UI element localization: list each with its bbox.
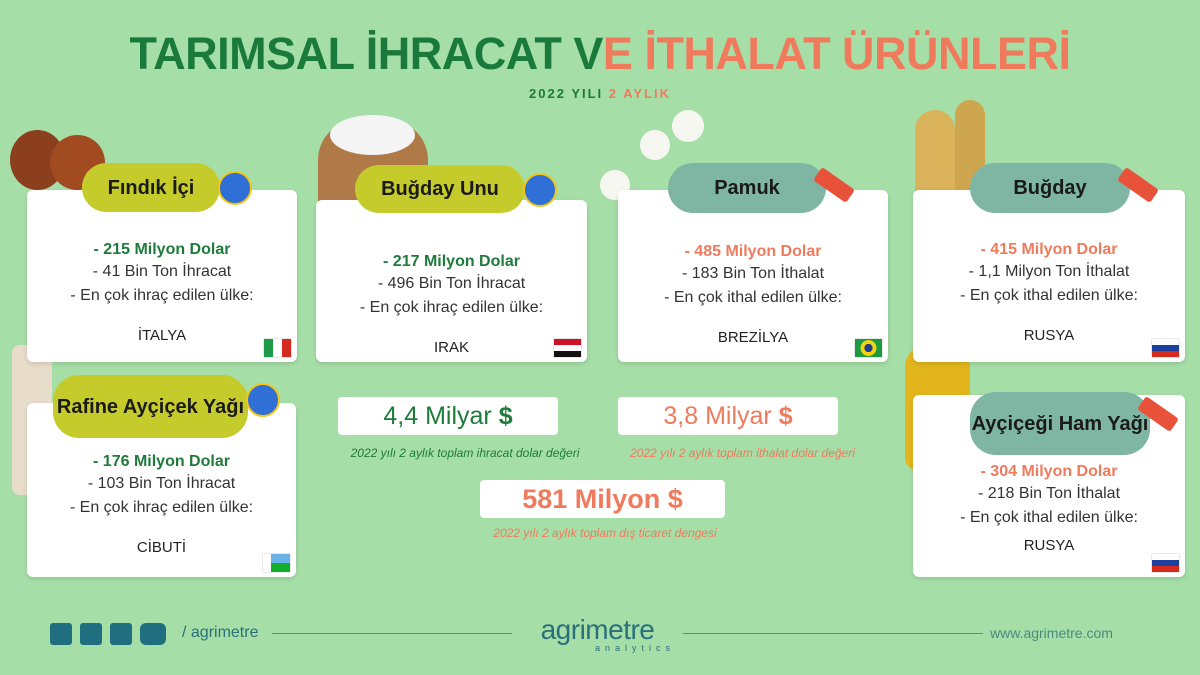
country: RUSYA <box>1023 327 1075 344</box>
total-caption: 2022 yılı 2 aylık toplam ihracat dolar d… <box>350 446 580 460</box>
product-name: Fındık İçi <box>82 163 220 212</box>
total-amount: 4,4 Milyar <box>383 402 492 430</box>
linkedin-icon[interactable] <box>110 623 132 645</box>
export-value: - 304 Milyon Dolar <box>980 463 1118 480</box>
youtube-icon[interactable] <box>140 623 166 645</box>
title-export: TARIMSAL İHRACAT V <box>129 28 603 79</box>
website: www.agrimetre.com <box>990 625 1113 641</box>
country: RUSYA <box>1023 537 1075 554</box>
quantity: - 103 Bin Ton İhracat <box>87 475 236 492</box>
country: BREZİLYA <box>717 329 789 346</box>
product-card: - 415 Milyon Dolar - 1,1 Milyon Ton İthal… <box>913 190 1185 362</box>
flag <box>263 554 290 572</box>
total-currency: $ <box>667 484 683 514</box>
quantity: - 183 Bin Ton İthalat <box>681 265 825 282</box>
product-card: - 485 Milyon Dolar - 183 Bin Ton İthalat -… <box>618 190 888 362</box>
product-name: Rafine Ayçiçek Yağı <box>53 375 248 438</box>
subtitle-period: 2 AYLIK <box>608 86 671 101</box>
flag <box>855 339 882 357</box>
export-value: - 485 Milyon Dolar <box>684 243 822 260</box>
twitter-icon[interactable] <box>80 623 102 645</box>
check-icon <box>218 171 252 205</box>
flag <box>554 339 581 357</box>
cotton-image <box>640 130 670 160</box>
country-label: - En çok ihraç edilen ülke: <box>70 287 254 304</box>
export-value: - 217 Milyon Dolar <box>383 253 520 270</box>
total-currency: $ <box>498 402 513 430</box>
total-box: 4,4 Milyar $ <box>338 397 558 435</box>
total-amount: 3,8 Milyar <box>663 402 772 430</box>
check-icon <box>523 173 557 207</box>
product-name: Pamuk <box>668 163 826 213</box>
flag <box>1152 339 1179 357</box>
subtitle: 2022 YILI 2 AYLIK <box>0 86 1200 101</box>
check-icon <box>246 383 280 417</box>
social-icons <box>50 623 166 645</box>
export-value: - 176 Milyon Dolar <box>93 453 230 470</box>
quantity: - 1,1 Milyon Ton İthalat <box>968 263 1130 280</box>
country: IRAK <box>433 339 469 356</box>
divider <box>683 633 983 634</box>
country-label: - En çok ithal edilen ülke: <box>960 287 1138 304</box>
cotton-image <box>672 110 704 142</box>
product-name: Buğday Unu <box>355 165 525 213</box>
country: CİBUTİ <box>136 539 187 556</box>
flag <box>1152 554 1179 572</box>
title-import: E İTHALAT ÜRÜNLERİ <box>602 28 1071 79</box>
divider <box>272 633 512 634</box>
logo-sub: analytics <box>594 643 675 653</box>
country-label: - En çok ithal edilen ülke: <box>664 289 842 306</box>
total-amount: 581 Milyon <box>522 484 661 514</box>
quantity: - 496 Bin Ton İhracat <box>377 275 526 292</box>
product-name: Buğday <box>970 163 1130 213</box>
country-label: - En çok ihraç edilen ülke: <box>359 299 544 316</box>
total-currency: $ <box>778 402 793 430</box>
total-caption: 2022 yılı 2 aylık toplam dış ticaret den… <box>493 526 717 540</box>
title: TARIMSAL İHRACAT VE İTHALAT ÜRÜNLERİ <box>0 28 1200 80</box>
country: İTALYA <box>137 327 187 344</box>
country-label: - En çok ihraç edilen ülke: <box>69 499 254 516</box>
quantity: - 41 Bin Ton İhracat <box>92 263 232 280</box>
product-name: Ayçiçeği Ham Yağı <box>970 392 1150 455</box>
total-caption: 2022 yılı 2 aylık toplam ithalat dolar d… <box>630 446 855 460</box>
total-box: 581 Milyon $ <box>480 480 725 518</box>
subtitle-year: 2022 YILI <box>529 86 604 101</box>
flour-image <box>330 115 415 155</box>
logo: agrimetre <box>540 614 655 645</box>
product-card: - 217 Milyon Dolar - 496 Bin Ton İhracat -… <box>316 200 587 362</box>
product-card: - 215 Milyon Dolar - 41 Bin Ton İhracat - … <box>27 190 297 362</box>
quantity: - 218 Bin Ton İthalat <box>977 485 1121 502</box>
flag <box>264 339 291 357</box>
social-handle: / agrimetre <box>182 624 259 641</box>
export-value: - 215 Milyon Dolar <box>93 241 231 258</box>
total-box: 3,8 Milyar $ <box>618 397 838 435</box>
facebook-icon[interactable] <box>50 623 72 645</box>
export-value: - 415 Milyon Dolar <box>980 241 1118 258</box>
country-label: - En çok ithal edilen ülke: <box>960 509 1138 526</box>
